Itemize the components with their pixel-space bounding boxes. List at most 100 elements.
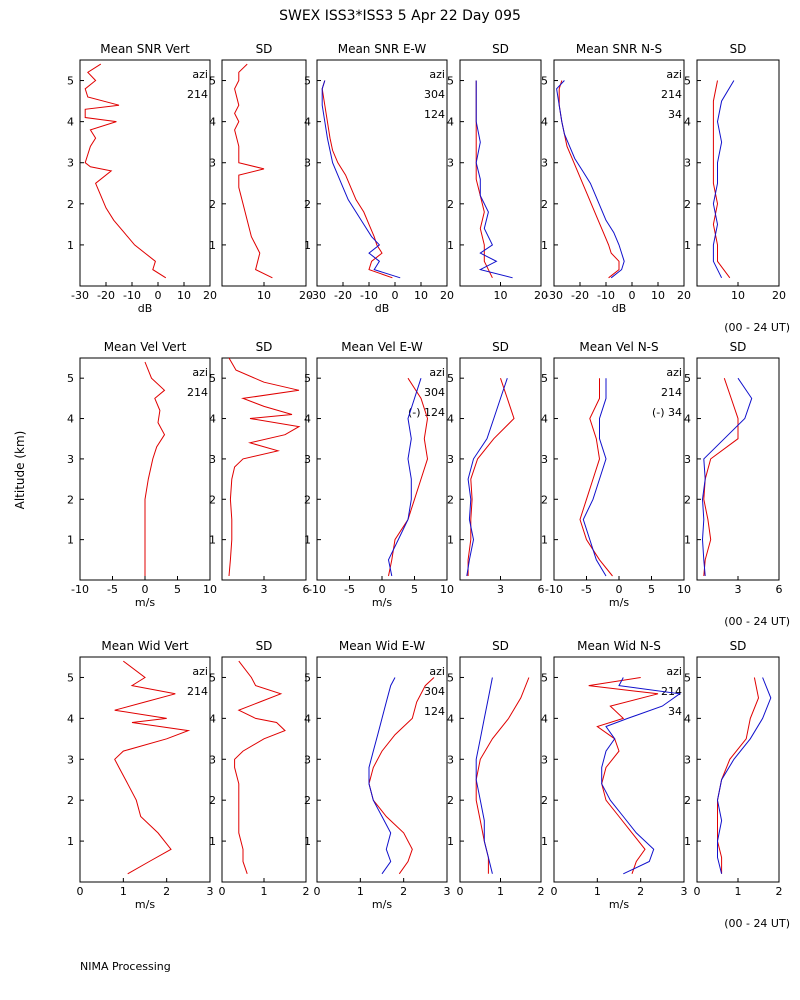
series-line-red	[588, 677, 659, 874]
x-tick-label: 20	[677, 289, 691, 302]
y-tick-label: 1	[541, 534, 548, 547]
figure-title: SWEX ISS3*ISS3 5 Apr 22 Day 095	[279, 8, 521, 24]
x-tick-label: 3	[735, 583, 742, 596]
x-tick-label: 1	[120, 885, 127, 898]
x-axis-label: dB	[375, 302, 390, 315]
y-tick-label: 4	[209, 116, 216, 129]
y-tick-label: 4	[67, 116, 74, 129]
ut-range-label: (00 - 24 UT)	[724, 321, 790, 334]
y-tick-label: 1	[447, 534, 454, 547]
x-axis-label: dB	[612, 302, 627, 315]
y-tick-label: 3	[209, 753, 216, 766]
y-tick-label: 3	[304, 453, 311, 466]
x-tick-label: -10	[71, 583, 89, 596]
y-tick-label: 5	[209, 372, 216, 385]
x-tick-label: 10	[203, 583, 217, 596]
y-tick-label: 2	[447, 794, 454, 807]
y-tick-label: 3	[541, 453, 548, 466]
y-tick-label: 2	[541, 794, 548, 807]
x-tick-label: -30	[71, 289, 89, 302]
legend-entry: 214	[661, 386, 682, 399]
panel-title: Mean Vel Vert	[104, 340, 187, 354]
y-tick-label: 2	[209, 198, 216, 211]
series-line-red	[228, 357, 301, 577]
x-tick-label: 2	[538, 885, 545, 898]
x-tick-label: 2	[776, 885, 783, 898]
y-tick-label: 5	[67, 372, 74, 385]
x-tick-label: -20	[571, 289, 589, 302]
legend-entry: (-) 34	[652, 406, 682, 419]
x-tick-label: 0	[314, 885, 321, 898]
x-tick-label: -10	[360, 289, 378, 302]
y-tick-label: 4	[209, 413, 216, 426]
y-tick-label: 3	[447, 453, 454, 466]
x-tick-label: 20	[203, 289, 217, 302]
y-tick-label: 4	[684, 712, 691, 725]
series-line-blue	[321, 80, 401, 279]
y-tick-label: 2	[541, 493, 548, 506]
y-tick-label: 5	[447, 372, 454, 385]
y-tick-label: 3	[209, 453, 216, 466]
panel-frame	[553, 656, 685, 883]
y-tick-label: 1	[209, 835, 216, 848]
legend-azi-label: azi	[429, 68, 445, 81]
y-tick-label: 4	[684, 116, 691, 129]
x-tick-label: 20	[534, 289, 548, 302]
x-tick-label: 10	[440, 583, 454, 596]
legend-entry: 124	[424, 108, 445, 121]
series-line-blue	[556, 80, 625, 279]
y-tick-label: 5	[67, 671, 74, 684]
ut-range-label: (00 - 24 UT)	[724, 917, 790, 930]
panel-title: SD	[730, 639, 747, 653]
y-tick-label: 5	[209, 75, 216, 88]
panel-frame	[696, 656, 780, 883]
x-tick-label: -10	[545, 583, 563, 596]
y-tick-label: 2	[684, 198, 691, 211]
legend-entry: 304	[424, 685, 445, 698]
x-tick-label: -20	[334, 289, 352, 302]
x-tick-label: 1	[497, 885, 504, 898]
x-tick-label: 5	[648, 583, 655, 596]
x-tick-label: 5	[174, 583, 181, 596]
y-tick-label: 1	[304, 239, 311, 252]
panel-title: SD	[256, 639, 273, 653]
x-tick-label: 2	[163, 885, 170, 898]
x-axis-label: m/s	[609, 898, 629, 911]
y-tick-label: 1	[447, 239, 454, 252]
ut-range-label: (00 - 24 UT)	[724, 615, 790, 628]
y-tick-label: 2	[67, 794, 74, 807]
x-tick-label: 0	[219, 885, 226, 898]
x-tick-label: 0	[629, 289, 636, 302]
x-tick-label: 1	[594, 885, 601, 898]
series-line-red	[475, 80, 493, 279]
series-line-blue	[475, 80, 513, 279]
y-tick-label: 1	[541, 239, 548, 252]
panel-title: Mean Wid N-S	[577, 639, 661, 653]
y-tick-label: 1	[541, 835, 548, 848]
x-tick-label: 6	[538, 583, 545, 596]
x-tick-label: 10	[731, 289, 745, 302]
y-tick-label: 1	[304, 835, 311, 848]
y-tick-label: 5	[541, 671, 548, 684]
y-tick-label: 3	[541, 753, 548, 766]
legend-entry: 214	[187, 386, 208, 399]
legend-azi-label: azi	[192, 68, 208, 81]
x-tick-label: 10	[651, 289, 665, 302]
y-tick-label: 4	[541, 712, 548, 725]
y-tick-label: 3	[304, 753, 311, 766]
legend-azi-label: azi	[429, 366, 445, 379]
x-tick-label: 2	[637, 885, 644, 898]
y-tick-label: 5	[67, 75, 74, 88]
y-tick-label: 4	[304, 116, 311, 129]
panel-title: Mean SNR E-W	[338, 42, 427, 56]
y-tick-label: 1	[67, 835, 74, 848]
legend-entry: 124	[424, 705, 445, 718]
panel-frame	[459, 656, 542, 883]
y-tick-label: 4	[304, 413, 311, 426]
x-tick-label: 0	[142, 583, 149, 596]
y-tick-label: 3	[447, 753, 454, 766]
legend-azi-label: azi	[666, 366, 682, 379]
